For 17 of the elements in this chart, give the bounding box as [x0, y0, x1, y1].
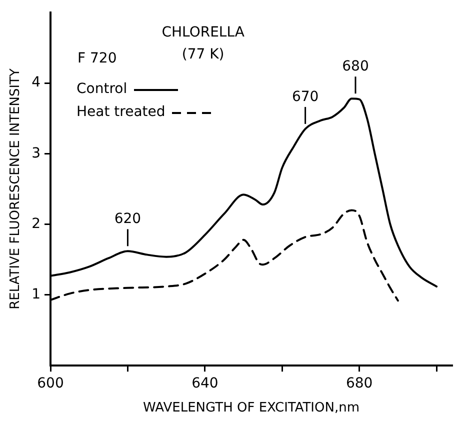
y-tick-label: 2 [32, 216, 41, 232]
y-tick-label: 1 [32, 286, 41, 303]
x-axis-title: WAVELENGTH OF EXCITATION,nm [143, 400, 360, 416]
annotation: 680 [342, 58, 369, 75]
y-tick-label: 3 [32, 145, 41, 162]
x-tick-label: 640 [192, 376, 218, 392]
text: CHLORELLA [162, 24, 245, 40]
annotation: F 720 [78, 50, 117, 66]
annotation: 670 [292, 88, 319, 105]
text: (77 K) [182, 46, 224, 62]
legend-label: Control [76, 80, 128, 100]
annotation: 620 [114, 211, 142, 228]
y-axis-title: RELATIVE FLUORESCENCE INTENSITY [8, 68, 24, 310]
legend-label: Heat treated [76, 103, 166, 122]
y-tick-label: 4 [32, 74, 41, 91]
x-tick-label: 600 [37, 376, 64, 392]
x-tick-label: 680 [346, 376, 373, 392]
